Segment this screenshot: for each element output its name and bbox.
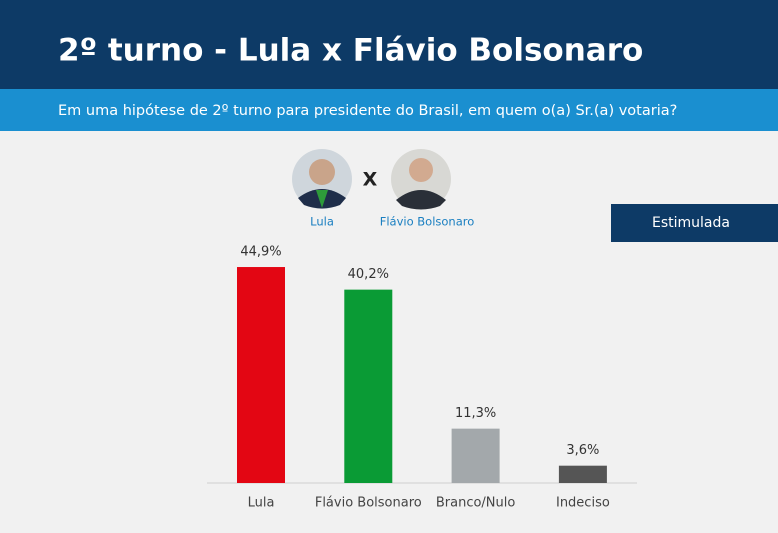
candidate-name: Flávio Bolsonaro	[380, 215, 475, 229]
bar	[344, 289, 393, 483]
candidate-name: Lula	[310, 215, 334, 229]
x-tick-label: Lula	[248, 496, 275, 511]
versus: X	[363, 169, 378, 191]
value-label: 3,6%	[566, 443, 599, 458]
tag-box	[611, 204, 778, 242]
photo-flavio	[391, 149, 451, 210]
chart-subtitle: Em uma hipótese de 2º turno para preside…	[58, 103, 677, 119]
value-label: 44,9%	[240, 245, 281, 260]
bar	[237, 267, 285, 483]
tag-label: Estimulada	[652, 215, 730, 231]
x-tick-label: Branco/Nulo	[436, 496, 516, 511]
x-tick-label: Indeciso	[556, 496, 610, 511]
x-tick-label: Flávio Bolsonaro	[315, 496, 422, 511]
value-label: 11,3%	[455, 406, 496, 421]
value-label: 40,2%	[348, 267, 389, 282]
header-band	[0, 0, 778, 89]
subtitle-band	[0, 89, 778, 131]
chart-title: 2º turno - Lula x Flávio Bolsonaro	[58, 33, 643, 69]
bar	[558, 465, 607, 483]
bar	[451, 428, 500, 483]
photo-lula	[292, 149, 352, 209]
